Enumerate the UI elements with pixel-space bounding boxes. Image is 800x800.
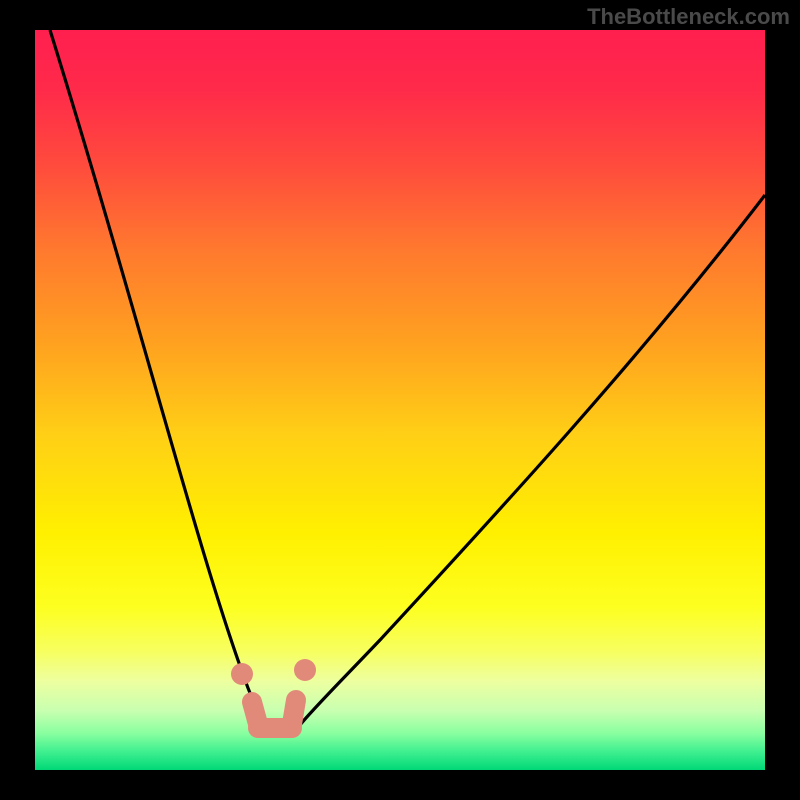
- marker-dot-0: [231, 663, 253, 685]
- marker-dot-1: [294, 659, 316, 681]
- u-bottom: [248, 718, 302, 738]
- watermark-text: TheBottleneck.com: [587, 4, 790, 30]
- plot-area: [35, 30, 765, 770]
- marker-layer: [35, 30, 765, 770]
- chart-container: TheBottleneck.com: [0, 0, 800, 800]
